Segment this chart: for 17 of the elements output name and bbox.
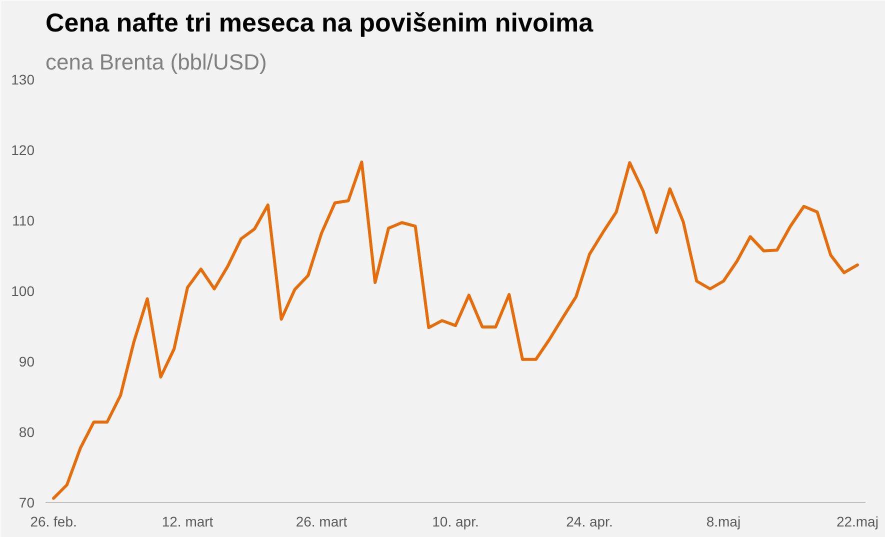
x-tick-label: 26. mart (296, 514, 348, 530)
chart-subtitle: cena Brenta (bbl/USD) (46, 50, 267, 74)
x-tick-label: 24. apr. (566, 514, 613, 530)
y-tick-label: 80 (18, 424, 35, 440)
y-tick-label: 110 (12, 212, 35, 228)
y-tick-label: 90 (18, 354, 35, 370)
x-tick-label: 10. apr. (432, 514, 479, 530)
y-tick-label: 130 (11, 72, 35, 88)
y-tick-label: 100 (11, 283, 35, 299)
x-tick-label: 8.maj (706, 514, 741, 530)
line-series (52, 160, 859, 500)
chart-title: Cena nafte tri meseca na povišenim nivoima (46, 8, 594, 38)
y-tick-label: 120 (11, 142, 35, 158)
y-tick-label: 70 (18, 494, 35, 510)
x-tick-label: 12. mart (162, 514, 214, 530)
x-tick-label: 26. feb. (30, 514, 77, 530)
x-tick-label: 22.maj (836, 514, 878, 530)
